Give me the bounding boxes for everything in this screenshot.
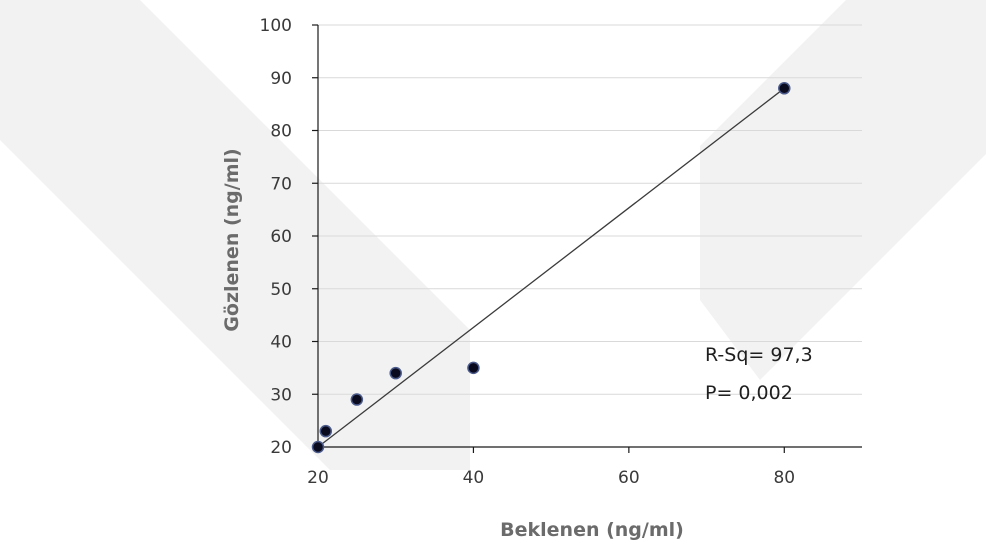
- y-tick-label: 90: [270, 69, 292, 89]
- x-tick-label: 20: [307, 468, 329, 488]
- r-squared-annotation: R-Sq= 97,3: [705, 344, 813, 366]
- x-axis-title: Beklenen (ng/ml): [500, 519, 684, 541]
- y-tick-label: 20: [270, 438, 292, 458]
- data-point: [467, 361, 480, 375]
- tick-labels: 20 30 40 50 60 70 80 90 100 20 40 60 80: [260, 16, 796, 488]
- data-point: [319, 424, 333, 438]
- y-axis-title: Gözlenen (ng/ml): [221, 148, 243, 331]
- y-tick-label: 30: [270, 385, 292, 405]
- data-point: [778, 82, 791, 95]
- watermark-stripe-left: [0, 0, 470, 470]
- x-tick-label: 80: [773, 468, 795, 488]
- y-tick-label: 60: [270, 227, 292, 247]
- x-tick-label: 40: [463, 468, 485, 488]
- trendline-group: [317, 87, 785, 448]
- x-tick-label: 60: [618, 468, 640, 488]
- y-tick-label: 70: [270, 174, 292, 194]
- trendline: [317, 87, 785, 448]
- y-tick-label: 80: [270, 122, 292, 142]
- data-point: [350, 393, 364, 406]
- data-point: [311, 440, 325, 454]
- data-point: [389, 366, 402, 380]
- watermark: [0, 0, 986, 470]
- y-tick-label: 100: [260, 16, 292, 36]
- p-value-annotation: P= 0,002: [705, 382, 793, 404]
- data-points: [311, 82, 791, 454]
- y-tick-label: 50: [270, 280, 292, 300]
- gridlines: [318, 24, 862, 395]
- y-tick-label: 40: [270, 333, 292, 353]
- watermark-stripe-right: [700, 0, 986, 380]
